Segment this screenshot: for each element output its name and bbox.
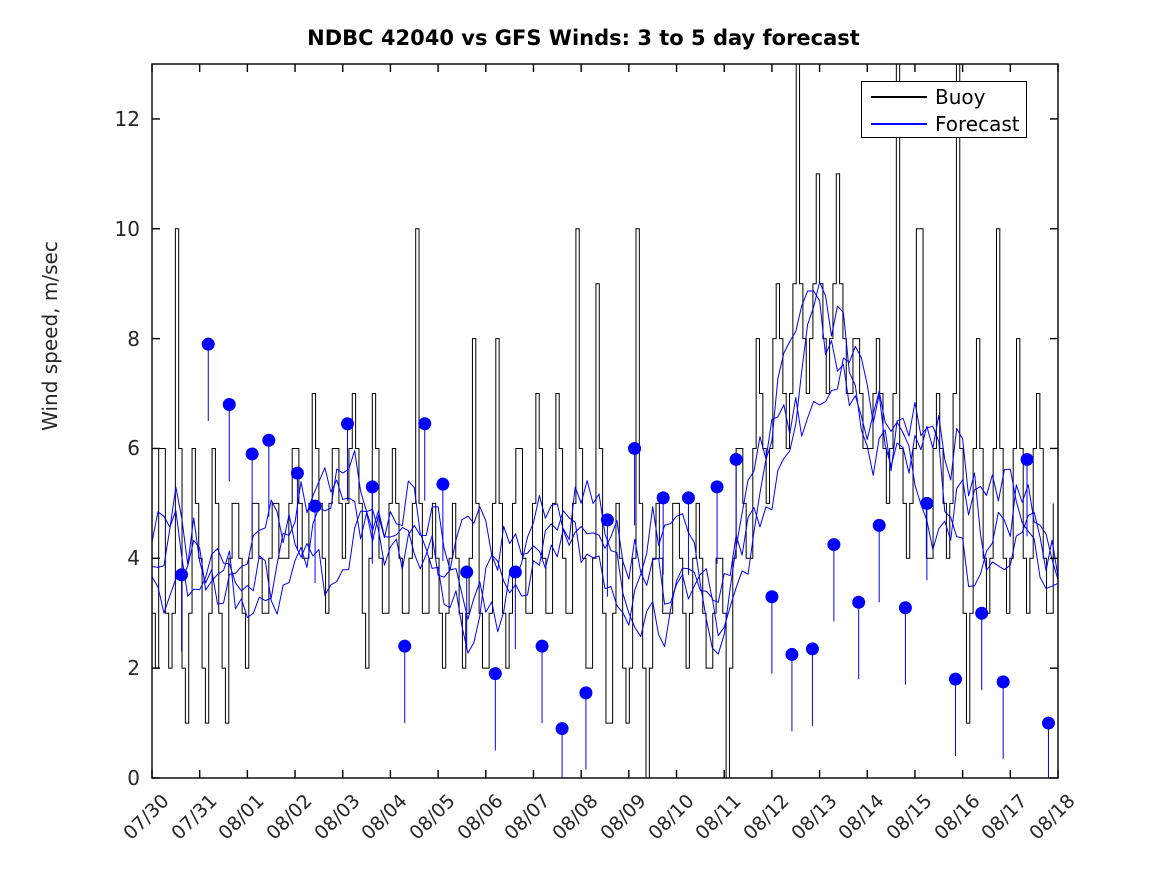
scatter-point[interactable] <box>290 466 304 480</box>
forecast-series-line-2 <box>152 281 1058 633</box>
scatter-point[interactable] <box>765 590 779 604</box>
scatter-point[interactable] <box>579 686 593 700</box>
scatter-point[interactable] <box>628 441 642 455</box>
scatter-point[interactable] <box>681 491 695 505</box>
scatter-point[interactable] <box>555 722 569 736</box>
scatter-point[interactable] <box>948 672 962 686</box>
axes-frame <box>151 63 1059 779</box>
scatter-point[interactable] <box>729 452 743 466</box>
y-tick-label: 4 <box>127 546 140 571</box>
scatter-point[interactable] <box>852 595 866 609</box>
y-tick-label: 12 <box>114 106 140 131</box>
scatter-point[interactable] <box>175 568 189 582</box>
scatter-point[interactable] <box>418 417 432 431</box>
scatter-point[interactable] <box>656 491 670 505</box>
buoy-series-line <box>152 64 1054 778</box>
scatter-point[interactable] <box>365 480 379 494</box>
scatter-point[interactable] <box>201 337 215 351</box>
scatter-point[interactable] <box>535 639 549 653</box>
scatter-point[interactable] <box>398 639 412 653</box>
scatter-point[interactable] <box>436 477 450 491</box>
scatter-point[interactable] <box>805 642 819 656</box>
scatter-point[interactable] <box>710 480 724 494</box>
legend-label-buoy: Buoy <box>935 85 986 109</box>
scatter-point[interactable] <box>1020 452 1034 466</box>
scatter-point[interactable] <box>262 433 276 447</box>
scatter-point[interactable] <box>920 496 934 510</box>
scatter-point[interactable] <box>1041 716 1055 730</box>
legend-label-forecast: Forecast <box>935 112 1020 136</box>
legend[interactable]: Buoy Forecast <box>861 81 1027 138</box>
scatter-point[interactable] <box>600 513 614 527</box>
legend-swatch-buoy <box>871 96 927 98</box>
scatter-point[interactable] <box>827 538 841 552</box>
scatter-point[interactable] <box>460 565 474 579</box>
y-tick-label: 10 <box>114 216 140 241</box>
scatter-point[interactable] <box>245 447 259 461</box>
y-tick-label: 6 <box>127 436 140 461</box>
scatter-point[interactable] <box>488 667 502 681</box>
y-tick-label: 8 <box>127 326 140 351</box>
scatter-point[interactable] <box>341 417 355 431</box>
y-tick-label: 2 <box>127 656 140 681</box>
scatter-point[interactable] <box>898 601 912 615</box>
scatter-point[interactable] <box>222 398 236 412</box>
scatter-point[interactable] <box>996 675 1010 689</box>
scatter-point[interactable] <box>508 565 522 579</box>
scatter-point[interactable] <box>308 499 322 513</box>
chart-title: NDBC 42040 vs GFS Winds: 3 to 5 day fore… <box>307 26 860 50</box>
legend-swatch-forecast <box>871 123 927 125</box>
forecast-series-line-3 <box>152 290 1058 654</box>
legend-item-buoy[interactable]: Buoy <box>862 83 1026 111</box>
scatter-point[interactable] <box>975 606 989 620</box>
scatter-point[interactable] <box>872 518 886 532</box>
scatter-point[interactable] <box>785 647 799 661</box>
legend-item-forecast[interactable]: Forecast <box>862 110 1026 138</box>
y-tick-label: 0 <box>127 766 140 790</box>
